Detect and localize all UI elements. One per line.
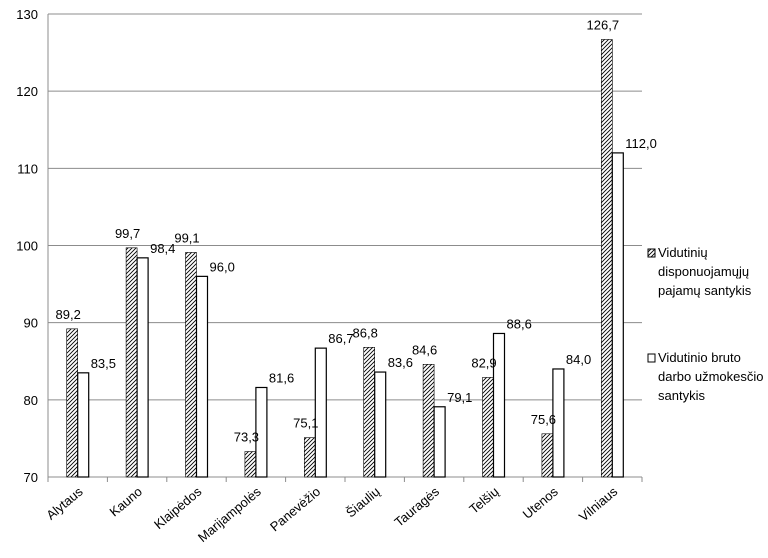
legend-label: Vidutinių [658,245,708,260]
data-label: 99,7 [115,226,140,241]
y-tick-label: 90 [24,316,38,331]
data-label: 83,5 [91,356,116,371]
x-category-label: Šiaulių [343,484,383,521]
legend-label: disponuojamųjų [658,264,749,279]
data-label: 98,4 [150,241,175,256]
data-label: 81,6 [269,370,294,385]
y-tick-label: 100 [16,239,38,254]
bar-bruto-darbo-uzmokescio [314,347,327,478]
legend-swatch-white [647,353,656,363]
bar-bruto-darbo-uzmokescio [255,386,268,478]
data-label: 83,6 [388,355,413,370]
bar-disponuojamuju-pajamu [600,39,613,478]
x-category-label: Vilniaus [576,483,621,524]
y-tick-label: 130 [16,7,38,22]
bar-disponuojamuju-pajamu [185,252,197,478]
data-label: 75,6 [531,412,556,427]
data-label: 82,9 [471,355,496,370]
bar-bruto-darbo-uzmokescio [136,257,149,478]
x-category-label: Utenos [520,483,562,521]
y-tick-label: 110 [17,161,38,176]
data-label: 99,1 [174,230,199,245]
data-label: 112,0 [625,136,657,151]
legend-label: pajamų santykis [658,283,752,298]
data-label: 89,2 [56,307,81,322]
bar-disponuojamuju-pajamu [482,377,494,478]
bar-bruto-darbo-uzmokescio [433,406,446,478]
legend-swatch-hatched [647,248,656,258]
x-category-label: Kauno [107,484,145,520]
bar-disponuojamuju-pajamu [363,347,376,478]
data-label: 88,6 [507,316,532,331]
bar-disponuojamuju-pajamu [303,437,316,478]
data-label: 96,0 [210,259,235,274]
bar-bruto-darbo-uzmokescio [195,275,209,478]
data-label: 86,8 [353,325,378,340]
data-label: 73,3 [234,430,259,445]
legend: Vidutinių disponuojamųjų pajamų santykis Vi… [647,245,764,403]
bar-disponuojamuju-pajamu [125,247,138,478]
bar-disponuojamuju-pajamu [66,328,78,478]
bar-bruto-darbo-uzmokescio [77,372,90,478]
bar-disponuojamuju-pajamu [422,364,435,478]
bar-bruto-darbo-uzmokescio [492,332,506,478]
x-category-label: Klaipėdos [151,483,205,532]
bar-bruto-darbo-uzmokescio [552,368,565,478]
x-category-label: Telšių [466,484,501,517]
data-label: 75,1 [293,416,318,431]
y-tick-label: 80 [24,393,38,408]
legend-label: darbo užmokesčio [658,369,764,384]
data-labels: 89,2 83,5 99,7 98,499,1 96,0 73,3 81,6 75,1 86,7… [56,17,657,444]
x-category-label: Panevėžio [267,484,323,535]
x-category-label: Tauragės [391,483,442,529]
data-label: 126,7 [587,17,620,32]
y-tick-label: 70 [24,470,38,485]
legend-label: santykis [658,388,705,403]
data-label: 84,6 [412,342,437,357]
bar-disponuojamuju-pajamu [541,433,554,478]
x-category-label: Marijampolės [195,483,264,545]
bar-bruto-darbo-uzmokescio [374,371,387,478]
bar-bruto-darbo-uzmokescio [611,152,624,478]
bar-disponuojamuju-pajamu [244,451,257,478]
data-label: 79,1 [447,390,472,405]
data-label: 86,7 [328,331,353,346]
legend-label: Vidutinio bruto [658,350,741,365]
x-category-label: Alytaus [43,483,86,522]
bars [66,39,624,478]
y-tick-label: 120 [16,84,38,99]
data-label: 84,0 [566,352,591,367]
